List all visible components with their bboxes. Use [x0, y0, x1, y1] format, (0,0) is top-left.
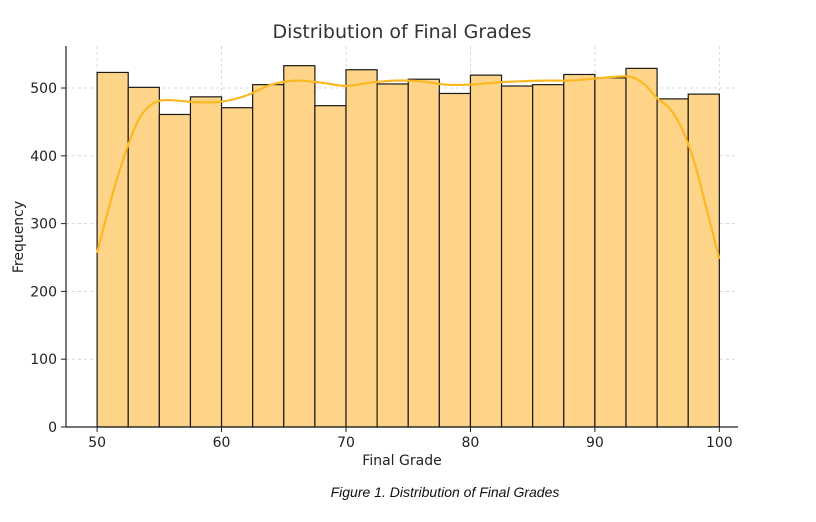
histogram-bar — [158, 113, 192, 428]
histogram-bar — [469, 74, 503, 428]
histogram-bar — [376, 83, 409, 428]
histogram-bar — [594, 77, 627, 428]
x-tick-label: 70 — [337, 435, 355, 451]
chart-title: Distribution of Final Grades — [273, 21, 532, 43]
x-axis-ticks: 50 60 70 80 90 100 — [88, 427, 733, 451]
histogram-bar — [438, 92, 472, 428]
figure-caption: Figure 1. Distribution of Final Grades — [330, 484, 560, 500]
histogram-bar — [283, 65, 316, 428]
histogram-bar — [656, 98, 689, 428]
histogram-bar — [345, 69, 378, 428]
y-tick-label: 500 — [30, 81, 57, 97]
histogram-bar — [220, 107, 254, 428]
x-tick-label: 100 — [706, 435, 733, 451]
histogram-bar — [314, 105, 347, 428]
x-tick-label: 60 — [213, 435, 231, 451]
kde-curve — [96, 75, 721, 260]
histogram-bar — [189, 96, 223, 428]
axes — [65, 46, 738, 428]
x-tick-label: 90 — [586, 435, 604, 451]
histogram-bar — [252, 84, 285, 428]
y-tick-label: 200 — [30, 284, 57, 300]
y-tick-label: 100 — [30, 352, 57, 368]
x-axis-label: Final Grade — [362, 453, 441, 469]
y-tick-label: 400 — [30, 149, 57, 165]
histogram-bar — [687, 93, 720, 428]
histogram-bar — [500, 85, 534, 428]
histogram-bars — [96, 65, 720, 428]
histogram-chart: Distribution of Final Grades 50 60 70 80 90 1… — [11, 21, 738, 469]
y-tick-label: 0 — [48, 420, 57, 436]
y-tick-label: 300 — [30, 217, 57, 233]
histogram-bar — [563, 73, 596, 428]
y-axis-label: Frequency — [11, 201, 27, 273]
histogram-bar — [96, 71, 129, 428]
x-tick-label: 50 — [88, 435, 106, 451]
histogram-bar — [407, 78, 440, 428]
x-tick-label: 80 — [462, 435, 480, 451]
y-axis-ticks: 0 100 200 300 400 500 — [30, 81, 66, 436]
histogram-bar — [532, 84, 565, 428]
histogram-bar — [127, 86, 160, 428]
histogram-bar — [625, 67, 658, 428]
